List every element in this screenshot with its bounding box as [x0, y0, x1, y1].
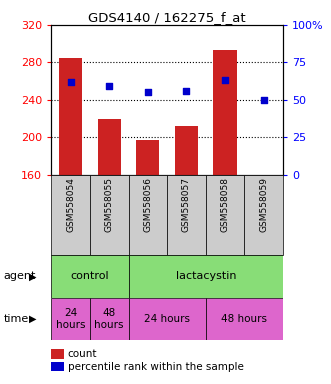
Text: GSM558057: GSM558057: [182, 177, 191, 232]
Text: control: control: [71, 271, 109, 281]
Bar: [59, 58, 82, 175]
Text: ▶: ▶: [29, 314, 37, 324]
Text: 48
hours: 48 hours: [94, 308, 124, 329]
Bar: [90, 175, 128, 255]
Bar: [167, 175, 206, 255]
Bar: [136, 140, 160, 175]
Text: GSM558056: GSM558056: [143, 177, 152, 232]
Point: [68, 79, 73, 85]
Text: GSM558055: GSM558055: [105, 177, 114, 232]
Bar: [51, 175, 90, 255]
Bar: [128, 175, 167, 255]
Bar: [51, 298, 90, 340]
Text: 24 hours: 24 hours: [144, 314, 190, 324]
Bar: [98, 119, 121, 175]
Bar: [128, 298, 206, 340]
Text: GSM558054: GSM558054: [66, 177, 75, 232]
Bar: [128, 255, 283, 298]
Text: count: count: [68, 349, 97, 359]
Text: GSM558059: GSM558059: [259, 177, 268, 232]
Point: [184, 88, 189, 94]
Point: [261, 97, 266, 103]
Text: lactacystin: lactacystin: [175, 271, 236, 281]
Bar: [244, 175, 283, 255]
Point: [145, 89, 151, 95]
Title: GDS4140 / 162275_f_at: GDS4140 / 162275_f_at: [88, 11, 246, 24]
Bar: [206, 175, 244, 255]
Bar: [206, 298, 283, 340]
Point: [222, 77, 228, 83]
Text: ▶: ▶: [29, 271, 37, 281]
Text: percentile rank within the sample: percentile rank within the sample: [68, 362, 244, 372]
Text: time: time: [3, 314, 28, 324]
Text: GSM558058: GSM558058: [220, 177, 230, 232]
Bar: [213, 50, 237, 175]
Bar: [175, 126, 198, 175]
Text: agent: agent: [3, 271, 36, 281]
Bar: [90, 298, 128, 340]
Point: [107, 83, 112, 89]
Text: 24
hours: 24 hours: [56, 308, 85, 329]
Bar: [51, 255, 128, 298]
Text: 48 hours: 48 hours: [221, 314, 267, 324]
